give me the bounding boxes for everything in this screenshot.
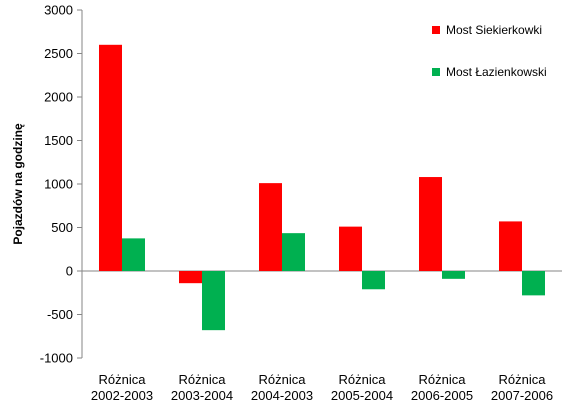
bar-lazienkowski-5 (522, 271, 545, 296)
bar-lazienkowski-4 (442, 271, 465, 279)
x-category-label: 2002-2003 (91, 388, 153, 403)
bar-siekierkowki-1 (179, 271, 202, 284)
bar-lazienkowski-1 (202, 271, 225, 331)
axes-layer (77, 9, 562, 359)
bar-lazienkowski-3 (362, 271, 385, 290)
legend-label-1: Most Łazienkowski (446, 65, 547, 79)
labels-layer: -1000 -500 0 500 1000 1500 2000 2500 3000 Różnica… (40, 3, 553, 404)
x-category-label: Różnica (419, 372, 467, 387)
bar-siekierkowki-3 (339, 226, 362, 271)
bar-siekierkowki-0 (99, 44, 122, 271)
y-tick-label: 1500 (44, 133, 73, 148)
bar-siekierkowki-5 (499, 221, 522, 271)
x-category-label: 2007-2006 (491, 388, 553, 403)
x-category-label: 2004-2003 (251, 388, 313, 403)
x-category-label: Różnica (99, 372, 147, 387)
y-tick-label: 2000 (44, 90, 73, 105)
x-category-label: Różnica (499, 372, 547, 387)
bar-lazienkowski-2 (282, 233, 305, 271)
legend-swatch-0 (432, 26, 440, 34)
x-category-label: Różnica (259, 372, 307, 387)
bar-siekierkowki-4 (419, 177, 442, 271)
y-tick-label: 0 (66, 264, 73, 279)
y-tick-label: -500 (47, 307, 73, 322)
y-tick-label: 500 (51, 220, 73, 235)
bars-layer (99, 44, 545, 331)
x-category-label: 2006-2005 (411, 388, 473, 403)
legend-label-0: Most Siekierkowki (446, 23, 542, 37)
legend: Most Siekierkowki Most Łazienkowski (432, 23, 547, 79)
y-tick-label: 2500 (44, 46, 73, 61)
x-category-label: Różnica (179, 372, 227, 387)
y-axis-title: Pojazdów na godzinę (11, 123, 25, 245)
bar-lazienkowski-0 (122, 238, 145, 271)
x-category-label: 2003-2004 (171, 388, 233, 403)
x-category-label: 2005-2004 (331, 388, 393, 403)
y-tick-label: 1000 (44, 177, 73, 192)
y-tick-label: 3000 (44, 3, 73, 18)
y-tick-label: -1000 (40, 351, 73, 366)
legend-swatch-1 (432, 68, 440, 76)
bar-siekierkowki-2 (259, 183, 282, 271)
x-category-label: Różnica (339, 372, 387, 387)
